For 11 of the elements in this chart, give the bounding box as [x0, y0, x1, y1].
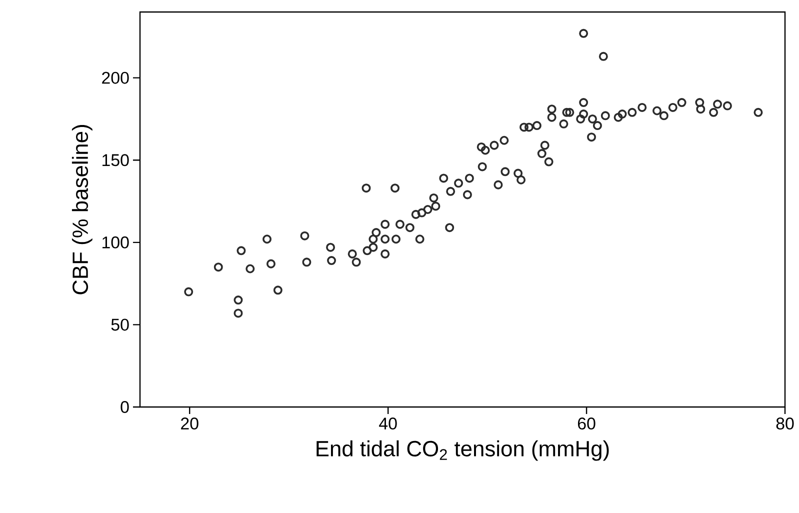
x-axis-title: End tidal CO$_{2}$ tension (mmHg) [316, 440, 609, 461]
x-tick-label: 60 [578, 418, 596, 430]
y-tick-label: 0 [120, 401, 129, 414]
y-tick-label: 50 [111, 318, 129, 331]
y-tick-label: 100 [102, 236, 129, 248]
x-tick-label: 20 [181, 418, 198, 430]
y-tick-label: 200 [102, 72, 129, 84]
y-tick-label: 150 [102, 154, 129, 166]
y-axis-title: CBF (% baseline) [72, 125, 92, 294]
x-tick-label: 40 [379, 418, 397, 430]
x-tick-label: 80 [776, 418, 794, 430]
